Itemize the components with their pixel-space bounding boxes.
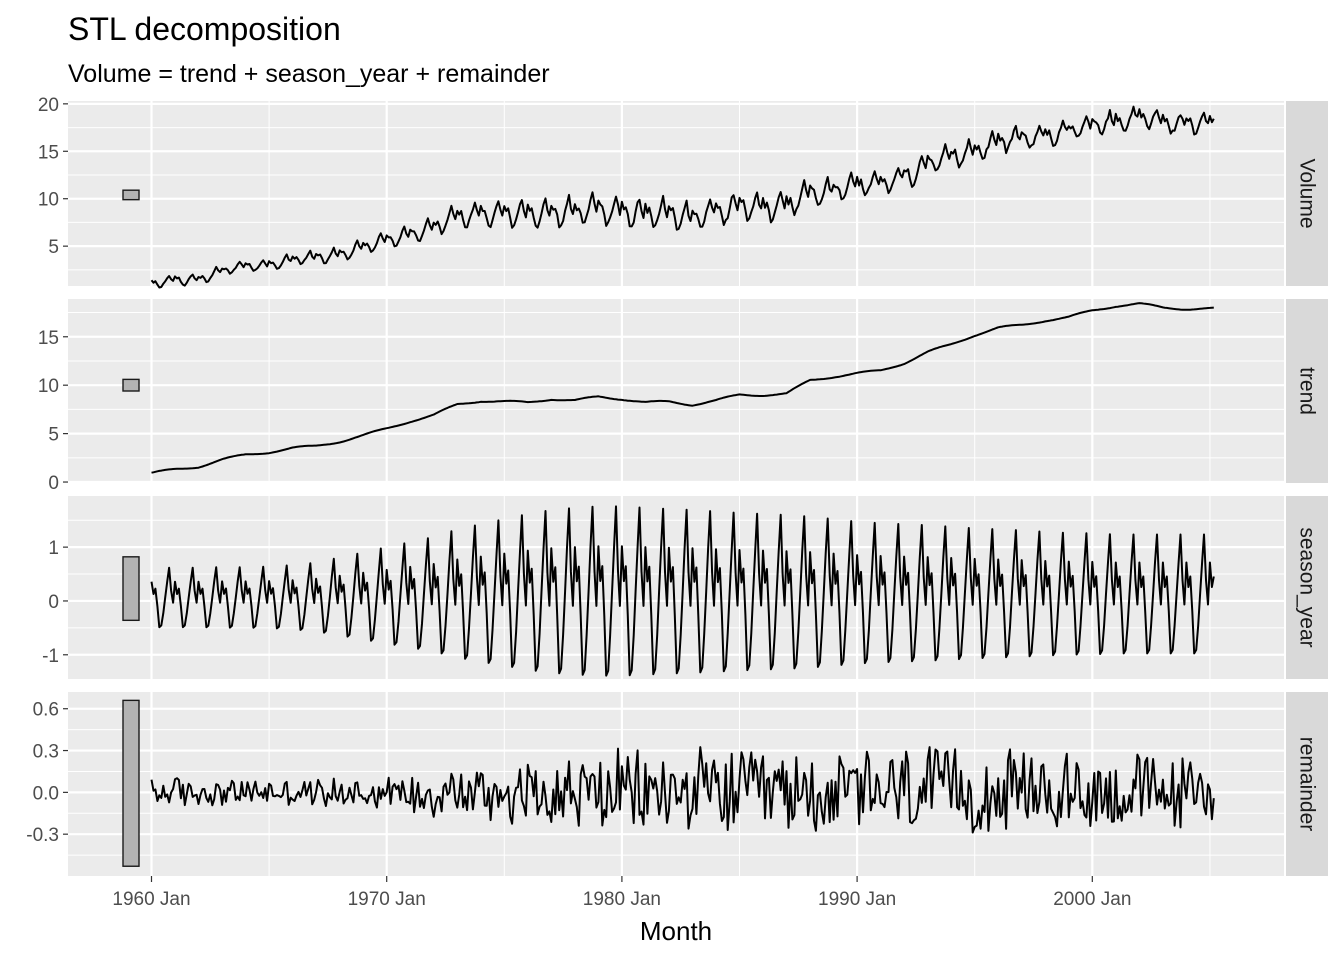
panel-background [68, 101, 1284, 286]
panel-Volume: 5 10 15 20 Volume [38, 95, 1328, 289]
facet-strip-label: remainder [1296, 737, 1319, 832]
x-tick-label: 2000 Jan [1053, 889, 1131, 910]
chart-subtitle: Volume = trend + season_year + remainder [68, 60, 550, 88]
facet-strip [1286, 101, 1328, 286]
scale-range-bar [122, 556, 140, 622]
panel-season_year: -1 0 1 season_year [42, 496, 1328, 679]
x-tick-label: 1980 Jan [583, 889, 661, 910]
facet-strip-label: trend [1296, 367, 1319, 415]
facet-strip [1286, 496, 1328, 679]
y-tick-label: 10 [38, 376, 59, 397]
series-line-season_year [150, 505, 1215, 677]
scale-range-bar [122, 189, 140, 201]
series-line-trend [151, 302, 1214, 474]
chart-title: STL decomposition [68, 11, 341, 47]
x-tick-label: 1990 Jan [818, 889, 896, 910]
panel-trend: 0 5 10 15 trend [38, 299, 1328, 494]
x-tick-label: 1970 Jan [348, 889, 426, 910]
y-tick-label: 0 [48, 473, 59, 494]
y-tick-label: 1 [48, 538, 59, 559]
facet-strip [1286, 299, 1328, 483]
scale-range-bar [122, 378, 140, 392]
y-tick-label: -0.3 [26, 825, 59, 846]
y-tick-label: 0.3 [33, 742, 59, 763]
scale-range-bar [122, 699, 140, 867]
facet-strip-label: Volume [1296, 158, 1319, 228]
y-tick-label: 15 [38, 142, 59, 163]
series-line-Volume [150, 105, 1215, 289]
x-axis-title: Month [640, 916, 712, 946]
x-tick-label: 1960 Jan [112, 889, 190, 910]
x-axis: 1960 Jan 1970 Jan 1980 Jan 1990 Jan 2000 Jan [112, 876, 1131, 910]
panel-remainder: -0.3 0.0 0.3 0.6 remainder [26, 692, 1328, 876]
y-tick-label: 15 [38, 328, 59, 349]
y-tick-label: 5 [48, 237, 59, 258]
panel-background [68, 299, 1284, 483]
y-tick-label: -1 [42, 646, 59, 667]
y-tick-label: 0.0 [33, 783, 59, 804]
facet-strip-label: season_year [1296, 527, 1319, 647]
y-tick-label: 5 [48, 425, 59, 446]
facet-strip [1286, 692, 1328, 876]
y-tick-label: 20 [38, 95, 59, 116]
y-tick-label: 0.6 [33, 700, 59, 721]
y-tick-label: 0 [48, 592, 59, 613]
series-line-remainder [150, 746, 1215, 834]
y-tick-label: 10 [38, 190, 59, 211]
